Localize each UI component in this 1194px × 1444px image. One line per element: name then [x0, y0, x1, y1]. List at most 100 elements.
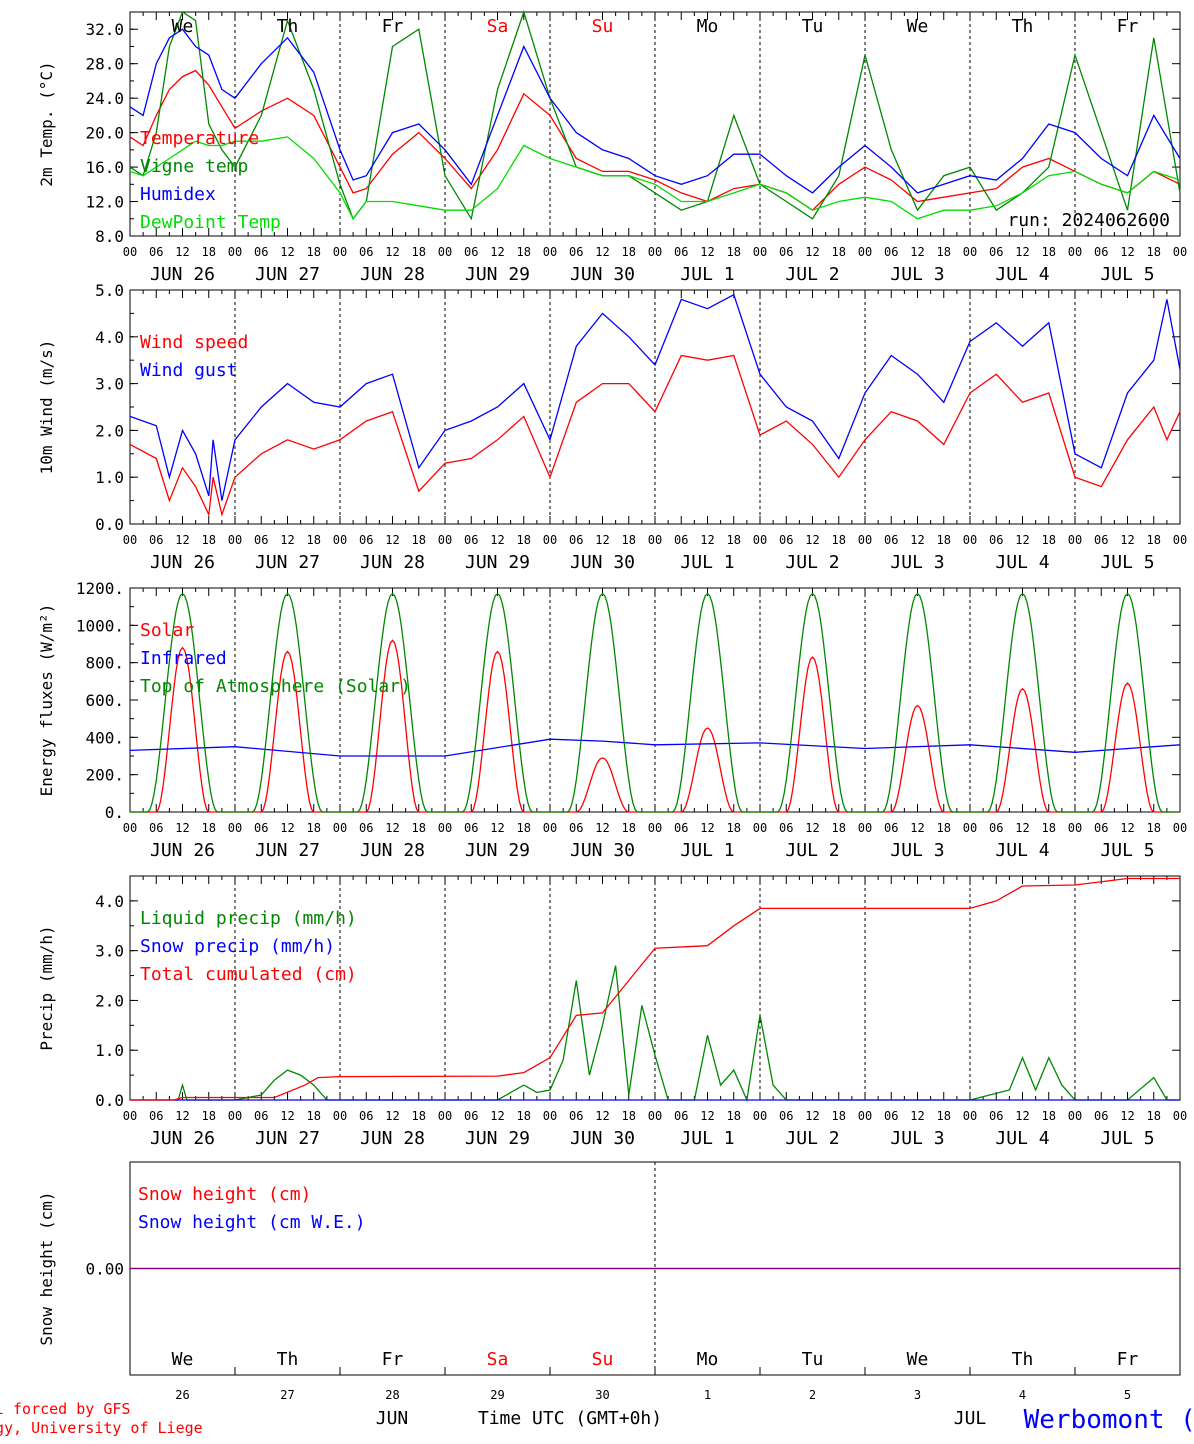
hour-label: 12: [1015, 821, 1029, 835]
hour-label: 06: [1094, 821, 1108, 835]
day-number: 3: [914, 1388, 921, 1402]
hour-label: 06: [569, 533, 583, 547]
hour-label: 12: [910, 1109, 924, 1123]
hour-label: 18: [832, 245, 846, 259]
hour-label: 00: [123, 533, 137, 547]
hour-label: 00: [1173, 821, 1187, 835]
date-label: JUN 28: [360, 264, 425, 285]
series-line: [129, 354, 1181, 517]
hour-label: 12: [385, 245, 399, 259]
date-label: JUL 5: [1100, 552, 1154, 573]
hour-label: 06: [989, 821, 1003, 835]
y-tick-label: 32.0: [85, 20, 124, 39]
hour-label: 12: [805, 245, 819, 259]
hour-label: 12: [385, 533, 399, 547]
hour-label: 06: [149, 245, 163, 259]
weekday-label: Th: [277, 16, 299, 37]
y-axis-label: Energy fluxes (W/m²): [37, 604, 56, 797]
y-tick-label: 12.0: [85, 193, 124, 212]
hour-label: 00: [648, 821, 662, 835]
hour-label: 18: [1147, 821, 1161, 835]
hour-label: 12: [1015, 1109, 1029, 1123]
hour-label: 00: [648, 245, 662, 259]
series-line: [130, 592, 1180, 813]
hour-label: 00: [333, 1109, 347, 1123]
hour-label: 12: [175, 533, 189, 547]
hour-label: 06: [464, 533, 478, 547]
hour-label: 18: [937, 1109, 951, 1123]
hour-label: 18: [517, 821, 531, 835]
hour-label: 00: [858, 245, 872, 259]
weekday-label: Th: [277, 1349, 299, 1370]
y-tick-label: 600.: [85, 691, 124, 710]
hour-label: 00: [753, 533, 767, 547]
hour-label: 06: [1094, 1109, 1108, 1123]
hour-label: 06: [359, 1109, 373, 1123]
legend-entry: Wind speed: [140, 332, 248, 353]
hour-label: 12: [700, 821, 714, 835]
legend-entry: Infrared: [140, 648, 227, 669]
hour-label: 06: [1094, 245, 1108, 259]
hour-label: 18: [307, 245, 321, 259]
hour-label: 06: [989, 533, 1003, 547]
hour-label: 00: [438, 245, 452, 259]
hour-label: 18: [832, 1109, 846, 1123]
day-number: 30: [595, 1388, 609, 1402]
hour-label: 12: [700, 533, 714, 547]
y-tick-label: 1000.: [76, 616, 124, 635]
legend-entry: DewPoint Temp: [140, 212, 281, 233]
hour-label: 18: [307, 533, 321, 547]
series-line: [130, 965, 1180, 1103]
weekday-label: Fr: [1117, 16, 1139, 37]
weekday-label: Tu: [802, 1349, 824, 1370]
weekday-label: Th: [1012, 1349, 1034, 1370]
weekday-label: We: [907, 16, 929, 37]
y-tick-label: 0.0: [95, 1091, 124, 1110]
hour-label: 06: [884, 1109, 898, 1123]
legend-entry: Vigne temp: [140, 156, 248, 177]
series-line: [130, 877, 1180, 1101]
legend-entry: Solar: [140, 620, 194, 641]
hour-label: 00: [1068, 1109, 1082, 1123]
weekday-label: Mo: [697, 16, 719, 37]
panel-1: 00 06 12 18 00 06 12 18 00 06 12 18 00 06 12 18 00 06 12 18…: [37, 9, 1187, 285]
hour-label: 12: [1015, 245, 1029, 259]
hour-label: 06: [359, 533, 373, 547]
hour-label: 12: [1120, 821, 1134, 835]
hour-label: 06: [674, 245, 688, 259]
hour-label: 06: [254, 1109, 268, 1123]
hour-label: 12: [385, 1109, 399, 1123]
legend-entry: Liquid precip (mm/h): [140, 908, 357, 929]
hour-label: 00: [123, 245, 137, 259]
hour-label: 18: [1042, 245, 1056, 259]
y-tick-label: 2.0: [95, 421, 124, 440]
hour-label: 18: [202, 245, 216, 259]
hour-label: 00: [753, 1109, 767, 1123]
day-number: 28: [385, 1388, 399, 1402]
date-label: JUL 2: [785, 840, 839, 861]
y-tick-label: 1.0: [95, 468, 124, 487]
hour-label: 18: [1147, 1109, 1161, 1123]
hour-label: 06: [254, 245, 268, 259]
date-label: JUN 26: [150, 552, 215, 573]
hour-label: 06: [254, 821, 268, 835]
date-label: JUL 2: [785, 264, 839, 285]
copyright: (c) Lab. of Climatology, University of L…: [0, 1419, 203, 1437]
weekday-label: Sa: [487, 16, 509, 37]
hour-label: 18: [412, 245, 426, 259]
hour-label: 00: [963, 1109, 977, 1123]
panel-3: 00 06 12 18 00 06 12 18 00 06 12 18 00 06 12 18 00 06 12 18…: [37, 579, 1187, 861]
weekday-label: Tu: [802, 16, 824, 37]
date-label: JUL 5: [1100, 840, 1154, 861]
hour-label: 06: [674, 821, 688, 835]
hour-label: 06: [149, 1109, 163, 1123]
hour-label: 06: [1094, 533, 1108, 547]
hour-label: 00: [333, 821, 347, 835]
day-number: 26: [175, 1388, 189, 1402]
date-label: JUN 26: [150, 264, 215, 285]
weekday-label: Sa: [487, 1349, 509, 1370]
hour-label: 00: [1068, 533, 1082, 547]
hour-label: 06: [569, 1109, 583, 1123]
date-label: JUN 28: [360, 552, 425, 573]
hour-label: 12: [700, 245, 714, 259]
